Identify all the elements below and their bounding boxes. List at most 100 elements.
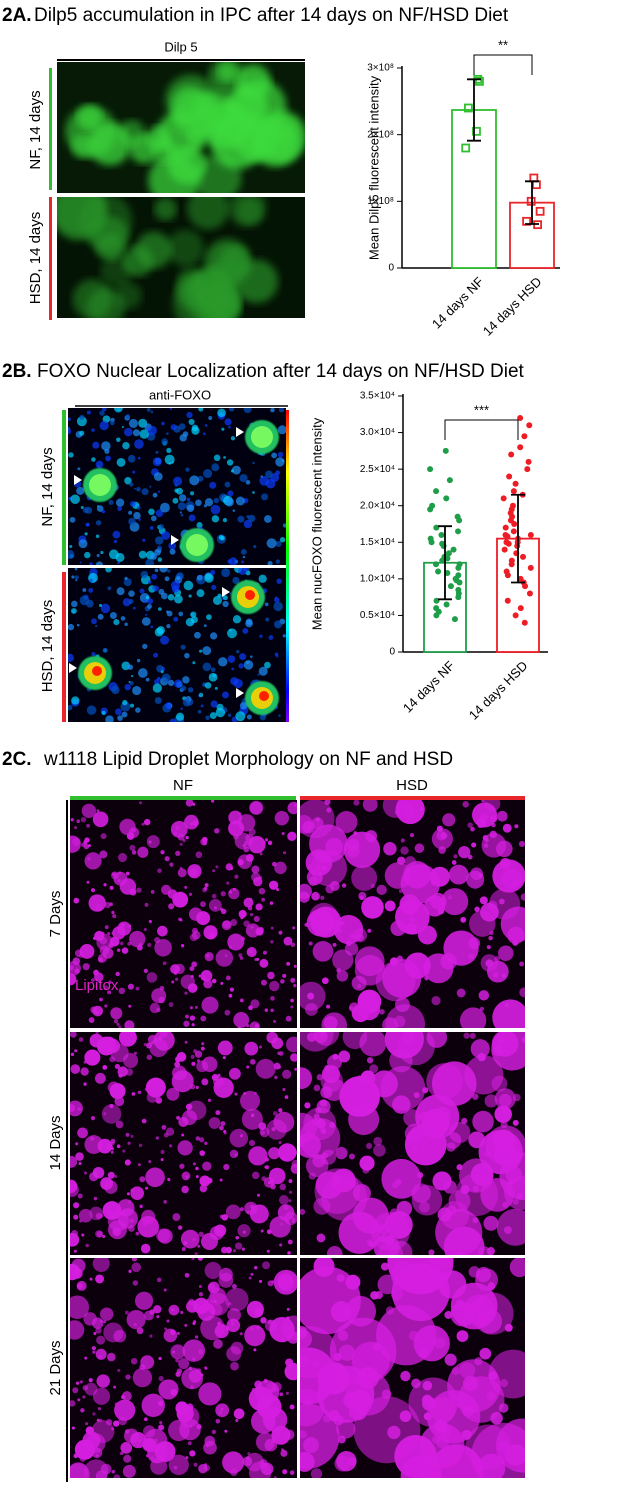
droplet	[195, 1136, 201, 1141]
droplet	[459, 1007, 487, 1028]
speckle	[142, 643, 148, 650]
droplet	[142, 1438, 157, 1452]
droplet	[95, 1348, 107, 1360]
droplet	[384, 1032, 424, 1059]
droplet	[156, 1315, 160, 1319]
speckle	[161, 531, 171, 540]
droplet	[78, 1162, 82, 1166]
droplet	[290, 942, 296, 948]
droplet	[200, 901, 206, 908]
droplet	[100, 1214, 104, 1218]
droplet	[222, 1451, 245, 1474]
data-point	[433, 488, 440, 495]
speckle	[158, 607, 162, 611]
droplet	[434, 1337, 446, 1349]
speckle	[69, 544, 73, 549]
speckle	[224, 481, 231, 488]
data-point	[521, 619, 528, 626]
droplet	[168, 1454, 189, 1476]
droplet	[304, 1102, 311, 1109]
speckle	[154, 536, 164, 545]
droplet	[316, 1099, 331, 1114]
droplet	[136, 1327, 144, 1335]
droplet	[181, 1367, 204, 1390]
droplet	[286, 1307, 290, 1311]
speckle	[117, 561, 120, 565]
droplet	[127, 941, 132, 946]
droplet	[122, 1149, 126, 1153]
speckle	[238, 663, 244, 669]
droplet	[172, 1213, 181, 1221]
droplet	[488, 935, 493, 941]
significance-label: **	[498, 37, 508, 52]
droplet	[248, 1276, 252, 1280]
data-point	[427, 506, 434, 513]
speckle	[270, 473, 280, 482]
droplet	[280, 1449, 288, 1457]
speckle	[122, 441, 130, 450]
droplet	[272, 1019, 277, 1023]
droplet	[195, 1085, 199, 1089]
speckle	[203, 504, 207, 508]
droplet	[95, 1230, 103, 1238]
data-point	[526, 590, 533, 597]
speckle	[186, 411, 193, 419]
speckle	[154, 697, 162, 705]
droplet	[409, 833, 415, 838]
speckle	[213, 497, 220, 504]
data-point	[456, 517, 463, 524]
droplet	[191, 1258, 195, 1261]
droplet	[141, 1209, 156, 1224]
speckle	[198, 692, 204, 698]
data-point	[508, 451, 515, 458]
droplet	[288, 1199, 292, 1203]
droplet	[279, 1392, 284, 1397]
droplet	[246, 1024, 250, 1028]
droplet	[270, 1183, 276, 1190]
speckle	[157, 490, 161, 493]
droplet	[270, 940, 274, 944]
droplet	[253, 877, 263, 887]
speckle	[114, 408, 123, 413]
droplet	[229, 987, 235, 992]
droplet	[102, 947, 114, 959]
droplet	[273, 1431, 281, 1439]
droplet	[214, 828, 220, 834]
data-point	[432, 561, 439, 568]
speckle	[132, 429, 140, 437]
droplet	[353, 800, 360, 806]
speckle	[180, 685, 187, 691]
speckle	[152, 683, 162, 693]
droplet	[235, 1418, 239, 1422]
droplet	[245, 853, 254, 862]
droplet	[185, 835, 189, 840]
droplet	[82, 1395, 86, 1399]
droplet	[492, 971, 499, 978]
droplet	[192, 802, 196, 806]
droplet	[90, 1116, 96, 1121]
droplet	[79, 944, 95, 959]
droplet	[70, 1100, 83, 1117]
droplet	[373, 1144, 386, 1157]
droplet	[135, 1231, 140, 1236]
speckle	[185, 467, 190, 472]
droplet	[368, 1241, 375, 1248]
speckle	[145, 595, 150, 600]
speckle	[128, 590, 135, 597]
droplet	[300, 1325, 308, 1340]
droplet	[163, 1328, 178, 1343]
speckle	[273, 601, 283, 612]
droplet	[512, 1119, 519, 1126]
droplet	[293, 1150, 297, 1155]
speckle	[161, 673, 171, 683]
speckle	[95, 460, 104, 469]
speckle	[84, 551, 91, 559]
droplet	[180, 944, 185, 948]
droplet	[92, 1350, 96, 1354]
droplet	[171, 1070, 194, 1093]
droplet	[200, 969, 213, 982]
speckle	[150, 410, 154, 414]
speckle	[92, 441, 100, 449]
droplet	[361, 896, 384, 919]
droplet	[479, 896, 488, 905]
